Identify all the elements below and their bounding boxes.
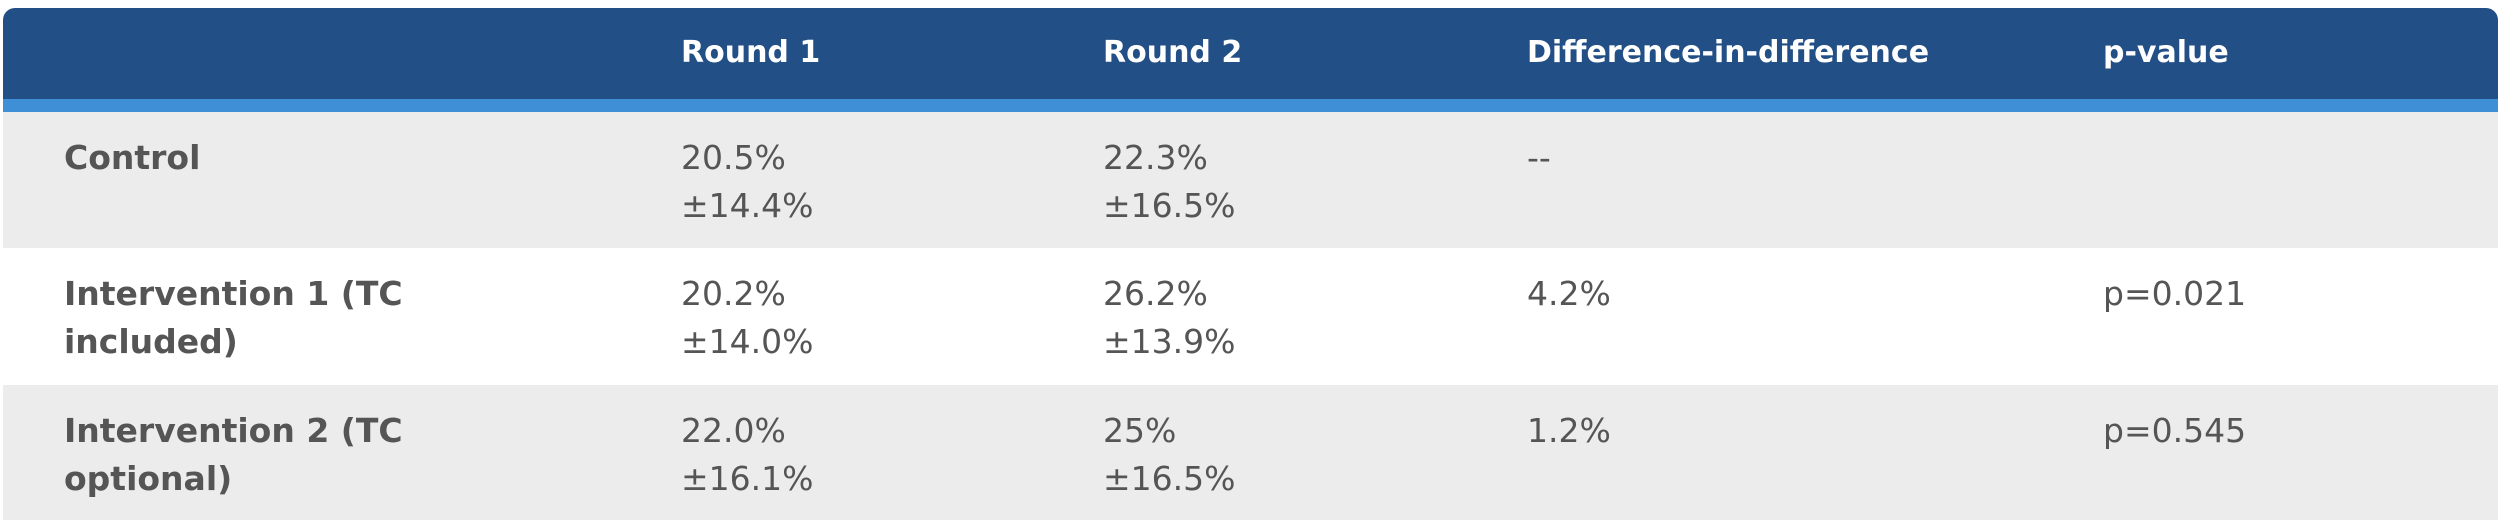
table-cell: -- xyxy=(1527,138,1551,177)
table-cell: p=0.021 xyxy=(2103,274,2247,313)
table-cell: 4.2% xyxy=(1527,274,1611,313)
table-cell: p=0.545 xyxy=(2103,411,2247,450)
table-row: Intervention 2 (TC optional) 22.0% ±16.1% 2… xyxy=(3,385,2498,520)
cell-line: ±14.4% xyxy=(681,186,814,225)
cell-line: 22.3% xyxy=(1103,138,1208,177)
cell-line: ±16.1% xyxy=(681,459,814,498)
row-label: Control xyxy=(64,138,201,177)
table-cell: 22.3% ±16.5% xyxy=(1103,134,1235,230)
cell-line: ±16.5% xyxy=(1103,186,1236,225)
header-stripe xyxy=(3,99,2498,112)
table-cell: 25% ±16.5% xyxy=(1103,407,1235,503)
cell-line: ±13.9% xyxy=(1103,322,1236,361)
table-cell: 20.2% ±14.0% xyxy=(681,270,813,366)
cell-line: 20.5% xyxy=(681,138,786,177)
cell-line: 26.2% xyxy=(1103,274,1208,313)
cell-line: ±14.0% xyxy=(681,322,814,361)
table-row: Intervention 1 (TC included) 20.2% ±14.0% 2… xyxy=(3,248,2498,385)
column-header: p-value xyxy=(2103,35,2229,70)
header-bar xyxy=(3,8,2498,99)
row-label: Intervention 2 (TC optional) xyxy=(64,411,403,498)
cell-line: ±16.5% xyxy=(1103,459,1236,498)
table-cell: 1.2% xyxy=(1527,411,1611,450)
cell-line: 22.0% xyxy=(681,411,786,450)
table-row: Control 20.5% ±14.4% 22.3% ±16.5% -- xyxy=(3,112,2498,248)
table-cell: 26.2% ±13.9% xyxy=(1103,270,1235,366)
cell-line: 25% xyxy=(1103,411,1177,450)
cell-line: 20.2% xyxy=(681,274,786,313)
table-cell: 20.5% ±14.4% xyxy=(681,134,813,230)
column-header: Difference-in-difference xyxy=(1527,35,1930,70)
column-header: Round 1 xyxy=(681,35,821,70)
table-cell: 22.0% ±16.1% xyxy=(681,407,813,503)
column-header: Round 2 xyxy=(1103,35,1243,70)
row-label: Intervention 1 (TC included) xyxy=(64,274,403,361)
